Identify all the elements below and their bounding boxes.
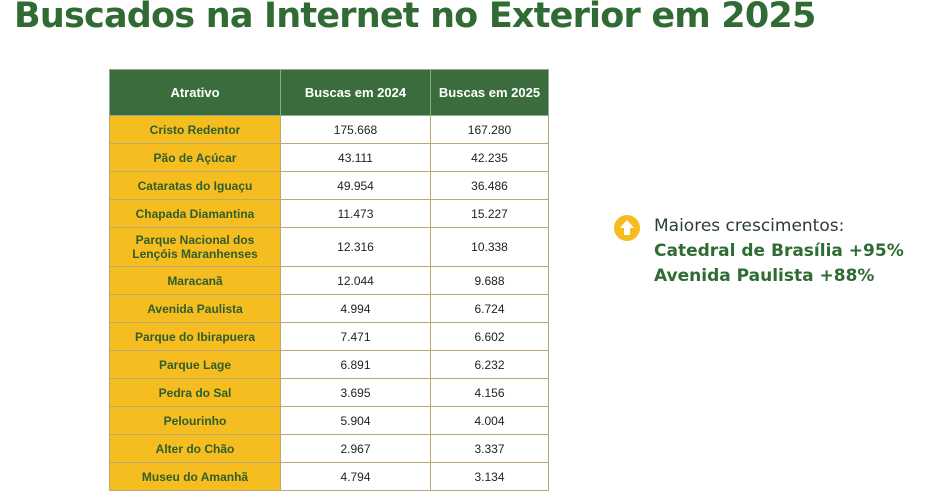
table-row: Pão de Açúcar 43.111 42.235 bbox=[109, 143, 549, 172]
searches-2025: 42.235 bbox=[430, 143, 549, 172]
searches-2024: 6.891 bbox=[280, 350, 431, 379]
table-row: Pelourinho 5.904 4.004 bbox=[109, 406, 549, 435]
attraction-name: Pedra do Sal bbox=[109, 378, 281, 407]
table-row: Parque Lage 6.891 6.232 bbox=[109, 350, 549, 379]
searches-2024: 5.904 bbox=[280, 406, 431, 435]
searches-2025: 4.156 bbox=[430, 378, 549, 407]
attraction-name: Cristo Redentor bbox=[109, 115, 281, 144]
growth-line-paulista: Avenida Paulista +88% bbox=[654, 266, 875, 286]
growth-heading: Maiores crescimentos: bbox=[654, 216, 845, 236]
attraction-name: Alter do Chão bbox=[109, 434, 281, 463]
table-row: Museu do Amanhã 4.794 3.134 bbox=[109, 462, 549, 491]
searches-2024: 3.695 bbox=[280, 378, 431, 407]
searches-2024: 11.473 bbox=[280, 199, 431, 228]
searches-2024: 4.794 bbox=[280, 462, 431, 491]
searches-2025: 6.724 bbox=[430, 294, 549, 323]
attraction-name: Parque do Ibirapuera bbox=[109, 322, 281, 351]
attraction-name: Pão de Açúcar bbox=[109, 143, 281, 172]
searches-2024: 49.954 bbox=[280, 171, 431, 200]
attraction-name: Parque Lage bbox=[109, 350, 281, 379]
table-row: Alter do Chão 2.967 3.337 bbox=[109, 434, 549, 463]
attraction-name: Pelourinho bbox=[109, 406, 281, 435]
table-row: Cataratas do Iguaçu 49.954 36.486 bbox=[109, 171, 549, 200]
searches-2025: 36.486 bbox=[430, 171, 549, 200]
searches-2024: 12.316 bbox=[280, 227, 431, 267]
column-header-2024: Buscas em 2024 bbox=[280, 69, 431, 116]
searches-2025: 3.337 bbox=[430, 434, 549, 463]
searches-2024: 2.967 bbox=[280, 434, 431, 463]
attraction-name: Maracanã bbox=[109, 266, 281, 295]
table-row: Parque Nacional dos Lençóis Maranhenses … bbox=[109, 227, 549, 267]
searches-2025: 3.134 bbox=[430, 462, 549, 491]
table-row: Pedra do Sal 3.695 4.156 bbox=[109, 378, 549, 407]
searches-2024: 43.111 bbox=[280, 143, 431, 172]
searches-2025: 15.227 bbox=[430, 199, 549, 228]
searches-2025: 167.280 bbox=[430, 115, 549, 144]
searches-2025: 6.602 bbox=[430, 322, 549, 351]
searches-table: Atrativo Buscas em 2024 Buscas em 2025 C… bbox=[109, 69, 549, 491]
searches-2025: 4.004 bbox=[430, 406, 549, 435]
table-row: Avenida Paulista 4.994 6.724 bbox=[109, 294, 549, 323]
column-header-atrativo: Atrativo bbox=[109, 69, 281, 116]
table-header-row: Atrativo Buscas em 2024 Buscas em 2025 bbox=[109, 69, 549, 116]
searches-2024: 175.668 bbox=[280, 115, 431, 144]
table-row: Maracanã 12.044 9.688 bbox=[109, 266, 549, 295]
searches-2024: 4.994 bbox=[280, 294, 431, 323]
table-row: Parque do Ibirapuera 7.471 6.602 bbox=[109, 322, 549, 351]
searches-2025: 10.338 bbox=[430, 227, 549, 267]
arrow-up-icon bbox=[614, 215, 640, 241]
searches-2025: 9.688 bbox=[430, 266, 549, 295]
attraction-name: Chapada Diamantina bbox=[109, 199, 281, 228]
searches-2024: 7.471 bbox=[280, 322, 431, 351]
page-title: Buscados na Internet no Exterior em 2025 bbox=[14, 0, 816, 36]
searches-2025: 6.232 bbox=[430, 350, 549, 379]
growth-highlight-text: Maiores crescimentos: Catedral de Brasíl… bbox=[654, 214, 904, 289]
attraction-name: Parque Nacional dos Lençóis Maranhenses bbox=[109, 227, 281, 267]
table-row: Chapada Diamantina 11.473 15.227 bbox=[109, 199, 549, 228]
table-row: Cristo Redentor 175.668 167.280 bbox=[109, 115, 549, 144]
attraction-name: Avenida Paulista bbox=[109, 294, 281, 323]
growth-line-catedral: Catedral de Brasília +95% bbox=[654, 241, 904, 261]
column-header-2025: Buscas em 2025 bbox=[430, 69, 549, 116]
searches-2024: 12.044 bbox=[280, 266, 431, 295]
attraction-name: Museu do Amanhã bbox=[109, 462, 281, 491]
attraction-name: Cataratas do Iguaçu bbox=[109, 171, 281, 200]
